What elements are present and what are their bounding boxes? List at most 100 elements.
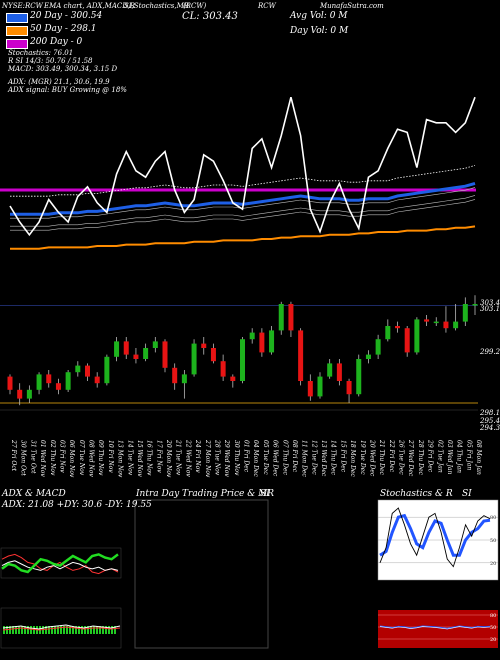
macd-bar-20 — [63, 626, 65, 634]
candle-body-8 — [85, 365, 90, 377]
x-label-41: 27 Wed Dec — [407, 439, 414, 477]
mr-panel-si: SI — [260, 489, 270, 499]
macd-bar-35 — [108, 626, 110, 634]
candle-body-39 — [385, 326, 391, 340]
x-label-26: 05 Tue Dec — [262, 440, 269, 475]
candle-body-29 — [288, 304, 294, 331]
axis-label-3: 298.15 — [480, 409, 500, 417]
macd-bar-19 — [60, 626, 62, 634]
x-label-6: 06 Mon Nov — [68, 440, 75, 478]
x-label-5: 03 Fri Nov — [58, 440, 65, 473]
candle-body-36 — [356, 359, 362, 395]
macd-bar-2 — [9, 626, 11, 634]
chart-type-label: EMA chart, ADX,MACD,R — [44, 2, 136, 10]
ema50-line — [10, 225, 476, 250]
macd-bar-3 — [12, 626, 14, 634]
x-label-30: 11 Mon Dec — [301, 440, 308, 477]
x-label-11: 13 Mon Nov — [117, 440, 124, 478]
macd-line — [2, 624, 121, 630]
stoch-panel-title: Stochastics & R — [380, 489, 453, 499]
candle-body-16 — [162, 341, 168, 368]
x-label-42: 28 Thu Dec — [417, 439, 424, 476]
axis-label-5: 294.35 — [480, 424, 500, 432]
candle-body-32 — [317, 376, 323, 397]
macd-bar-29 — [90, 626, 92, 634]
adx-line — [1, 560, 119, 571]
candle-body-26 — [259, 332, 265, 353]
stoch-k-line — [379, 507, 491, 568]
macd-bar-27 — [84, 626, 86, 634]
candle-body-1 — [17, 389, 23, 399]
candle-body-43 — [424, 319, 430, 322]
ema200-legend — [6, 39, 28, 49]
candle-body-28 — [278, 304, 284, 331]
macd-bar-25 — [78, 626, 80, 634]
candle-body-10 — [104, 356, 110, 384]
candle-body-25 — [249, 332, 255, 340]
rsi-ylabel-2: 20 — [490, 637, 496, 643]
macd-bar-17 — [54, 626, 56, 634]
candle-body-21 — [210, 348, 216, 362]
candle-body-23 — [230, 376, 236, 381]
close-price-label: CL: 303.43 — [182, 11, 238, 22]
indicators-label: SI,Stochastics,MR — [124, 2, 190, 10]
macd-bar-5 — [18, 626, 20, 634]
candle-body-11 — [114, 341, 120, 357]
x-label-28: 07 Thu Dec — [281, 440, 288, 476]
day-volume-label: Day Vol: 0 M — [290, 26, 349, 36]
macd-bar-36 — [111, 626, 113, 634]
mr-panel-frame — [134, 499, 269, 649]
macd-bar-28 — [87, 626, 89, 634]
rsi-ylabel-0: 80 — [490, 613, 496, 619]
macd-bar-15 — [48, 626, 50, 634]
candle-body-31 — [307, 381, 313, 397]
candle-body-2 — [26, 389, 32, 399]
x-label-47: 05 Fri Jan — [465, 440, 472, 470]
candle-body-4 — [46, 374, 52, 384]
x-label-37: 20 Wed Dec — [368, 439, 375, 477]
macd-bar-32 — [99, 626, 101, 634]
candle-body-35 — [346, 381, 352, 395]
rsi-value: R SI 14/3: 50.76 / 51.58 — [8, 57, 93, 65]
candle-body-37 — [365, 354, 371, 359]
candle-body-12 — [123, 341, 129, 355]
stochastics-value: Stochastics: 76.01 — [8, 49, 74, 57]
macd-bar-31 — [96, 626, 98, 634]
x-label-32: 13 Wed Dec — [320, 440, 327, 477]
axis-label-2: 299.24 — [480, 348, 500, 356]
macd-bar-21 — [66, 626, 68, 634]
rsi-line — [379, 625, 491, 630]
x-label-7: 07 Tue Nov — [78, 440, 85, 476]
candle-body-5 — [55, 383, 61, 390]
macd-bar-26 — [81, 626, 83, 634]
adx-panel-title: ADX & MACD — [2, 489, 66, 499]
x-label-12: 14 Tue Nov — [126, 440, 133, 476]
candle-body-42 — [414, 319, 420, 353]
macd-bar-30 — [93, 626, 95, 634]
macd-bar-37 — [114, 626, 116, 634]
x-label-4: 02 Thu Nov — [49, 440, 56, 476]
x-label-33: 14 Thu Dec — [330, 440, 337, 476]
x-label-9: 09 Thu Nov — [97, 440, 104, 476]
macd-bar-8 — [27, 626, 29, 634]
x-label-15: 17 Fri Nov — [155, 440, 162, 473]
band-line-2 — [10, 195, 476, 227]
adx-frame — [0, 547, 122, 579]
band-line-3 — [10, 199, 476, 231]
ema20-legend-text: 20 Day - 300.54 — [30, 11, 103, 21]
rsi-ylabel-1: 50 — [490, 625, 496, 631]
x-label-19: 24 Fri Nov — [194, 439, 201, 473]
symbol-label: (RCW) — [183, 2, 207, 10]
macd-bar-16 — [51, 626, 53, 634]
candle-body-20 — [201, 343, 207, 348]
symbol-label-2: RCW — [258, 2, 276, 10]
stoch-d-line — [379, 513, 491, 557]
x-label-31: 12 Tue Dec — [310, 440, 317, 475]
x-label-18: 22 Wed Nov — [184, 439, 191, 477]
macd-bar-6 — [21, 626, 23, 634]
x-label-40: 26 Tue Dec — [398, 439, 405, 475]
stoch-panel-si: SI — [462, 489, 472, 499]
adx-minus-line — [1, 553, 119, 575]
candle-body-40 — [395, 326, 400, 329]
